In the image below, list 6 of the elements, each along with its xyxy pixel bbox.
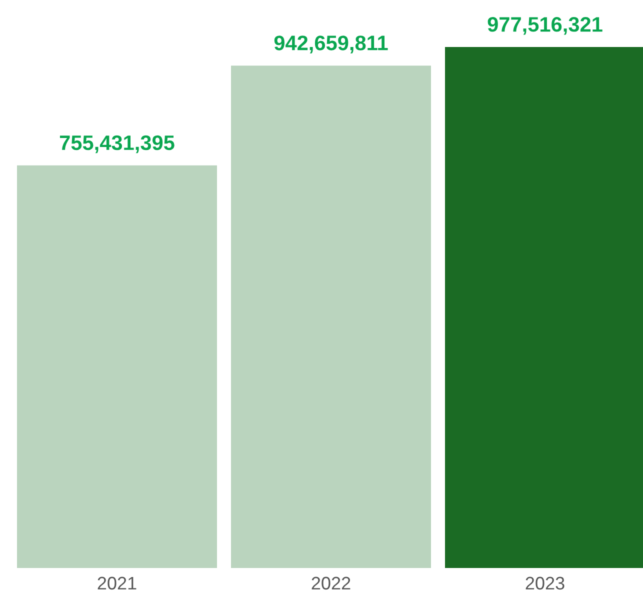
x-tick-label: 2021 xyxy=(98,576,136,590)
data-label: 977,516,321 xyxy=(488,17,602,35)
x-tick-label: 2022 xyxy=(312,576,350,590)
x-tick-label: 2023 xyxy=(526,576,564,590)
data-label: 942,659,811 xyxy=(274,36,388,54)
data-label: 755,431,395 xyxy=(60,135,174,154)
